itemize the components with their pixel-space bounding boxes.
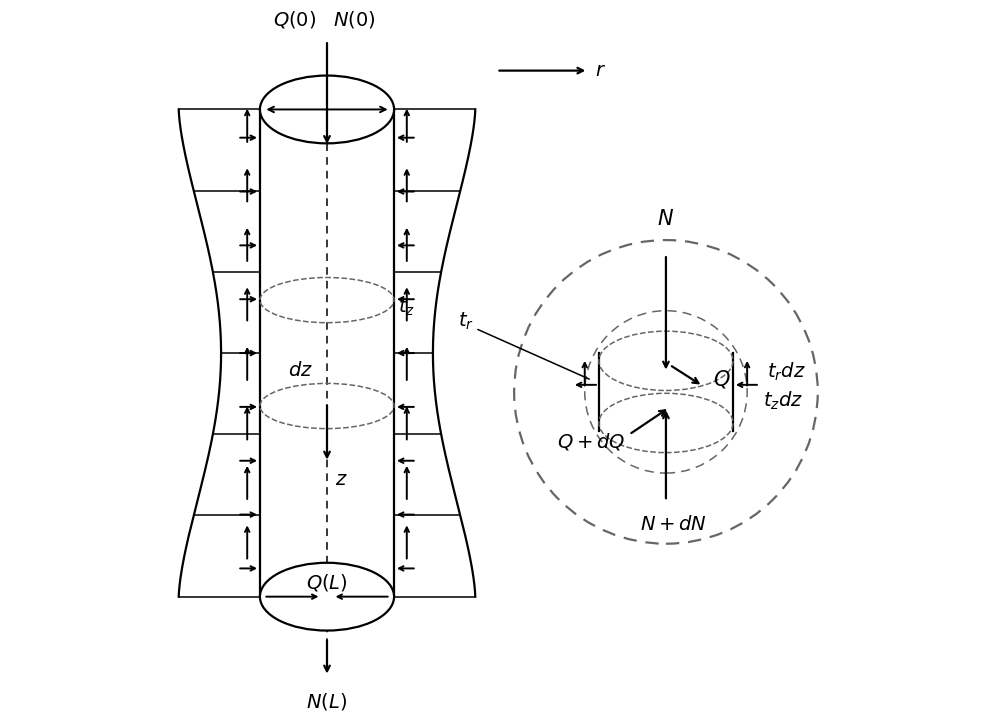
Text: $N(L)$: $N(L)$ — [306, 691, 348, 711]
Text: $t_r dz$: $t_r dz$ — [767, 361, 806, 383]
Text: $dz$: $dz$ — [288, 361, 313, 380]
Text: $Q+dQ$: $Q+dQ$ — [557, 431, 626, 452]
Text: $t_z dz$: $t_z dz$ — [763, 389, 803, 412]
Text: $t_z$: $t_z$ — [398, 297, 415, 317]
Ellipse shape — [260, 563, 394, 631]
Text: $Q$: $Q$ — [713, 368, 731, 390]
Text: $r$: $r$ — [595, 61, 606, 80]
Text: $z$: $z$ — [335, 470, 348, 488]
Text: $t_r$: $t_r$ — [458, 310, 474, 332]
Ellipse shape — [260, 76, 394, 143]
Text: $N(0)$: $N(0)$ — [333, 9, 375, 29]
Text: $N+dN$: $N+dN$ — [640, 516, 706, 534]
Text: $Q(L)$: $Q(L)$ — [306, 572, 348, 593]
Text: $Q(0)$: $Q(0)$ — [273, 9, 316, 29]
Text: $N$: $N$ — [657, 209, 674, 230]
